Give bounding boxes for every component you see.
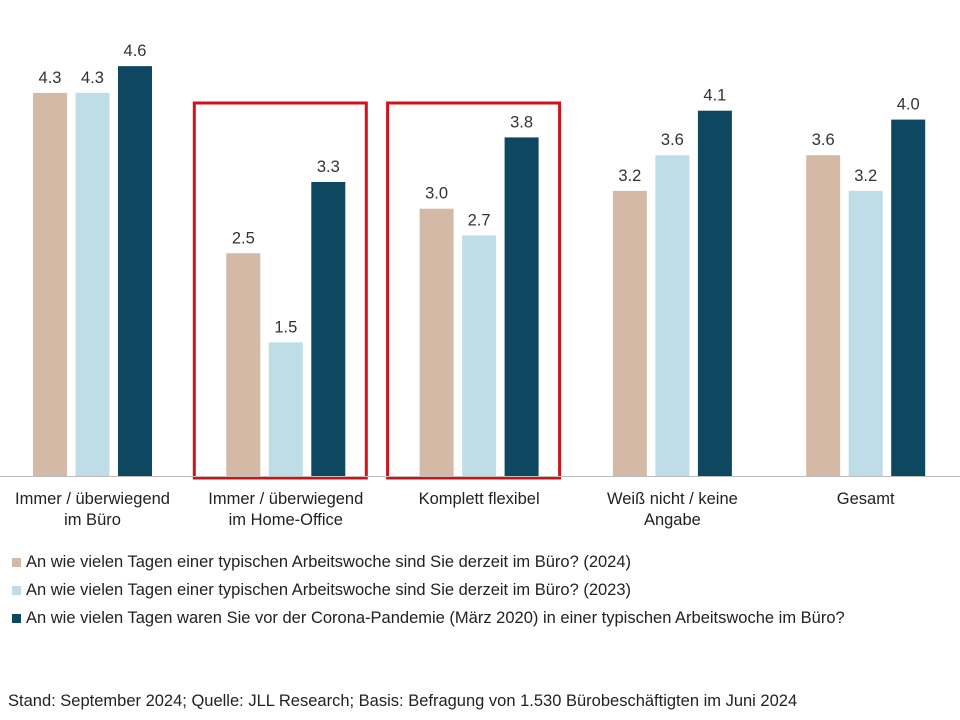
legend-label-pre-corona: An wie vielen Tagen waren Sie vor der Co… bbox=[26, 608, 845, 627]
legend-label-2024: An wie vielen Tagen einer typischen Arbe… bbox=[26, 552, 632, 571]
value-label-2023-2: 2.7 bbox=[468, 211, 491, 229]
bar-pre-corona-2 bbox=[504, 137, 539, 477]
bar-2023-0 bbox=[75, 92, 110, 477]
legend-swatch-2024 bbox=[12, 557, 21, 567]
value-label-pre-corona-1: 3.3 bbox=[317, 158, 340, 176]
bar-2024-4 bbox=[806, 155, 841, 477]
legend-item-2024: An wie vielen Tagen einer typischen Arbe… bbox=[12, 548, 845, 576]
category-label-3-line-0: Weiß nicht / keine bbox=[607, 490, 738, 508]
category-label-2-line-0: Komplett flexibel bbox=[419, 490, 540, 508]
bar-2024-2 bbox=[419, 208, 454, 476]
source-footnote: Stand: September 2024; Quelle: JLL Resea… bbox=[8, 692, 798, 710]
bar-2023-2 bbox=[462, 235, 497, 476]
category-label-0-line-0: Immer / überwiegend bbox=[15, 490, 170, 508]
value-label-2024-1: 2.5 bbox=[232, 229, 255, 247]
legend-label-2023: An wie vielen Tagen einer typischen Arbe… bbox=[26, 580, 632, 599]
value-label-2024-0: 4.3 bbox=[39, 69, 62, 87]
category-label-1-line-1: im Home-Office bbox=[229, 511, 343, 529]
value-label-2024-4: 3.6 bbox=[812, 131, 835, 149]
legend-swatch-2023 bbox=[12, 585, 21, 595]
category-label-3-line-1: Angabe bbox=[644, 511, 701, 529]
category-label-0-line-1: im Büro bbox=[64, 511, 121, 529]
highlight-box-2 bbox=[386, 101, 562, 480]
value-label-2023-4: 3.2 bbox=[854, 167, 877, 185]
highlight-box-1 bbox=[192, 101, 368, 480]
value-label-pre-corona-0: 4.6 bbox=[124, 42, 147, 60]
value-label-2023-1: 1.5 bbox=[274, 318, 297, 336]
legend: An wie vielen Tagen einer typischen Arbe… bbox=[12, 548, 845, 632]
value-label-2023-0: 4.3 bbox=[81, 69, 104, 87]
category-label-4-line-0: Gesamt bbox=[837, 490, 895, 508]
category-label-1-line-0: Immer / überwiegend bbox=[208, 490, 363, 508]
bar-2024-0 bbox=[33, 92, 67, 477]
bar-pre-corona-1 bbox=[311, 181, 346, 476]
bar-pre-corona-3 bbox=[697, 110, 732, 476]
legend-swatch-pre-corona bbox=[12, 613, 21, 623]
bar-2023-4 bbox=[848, 190, 883, 476]
bar-2024-1 bbox=[226, 253, 261, 476]
bar-2023-3 bbox=[655, 155, 690, 477]
bar-pre-corona-4 bbox=[891, 119, 926, 476]
value-label-pre-corona-3: 4.1 bbox=[703, 87, 726, 105]
legend-item-pre-corona: An wie vielen Tagen waren Sie vor der Co… bbox=[12, 604, 845, 632]
bar-2023-1 bbox=[268, 342, 303, 476]
bar-2024-3 bbox=[612, 190, 647, 476]
bar-chart: 4.3 4.3 4.6 Immer / überwiegend im Büro 2.5 1.… bbox=[0, 42, 960, 529]
value-label-2024-2: 3.0 bbox=[425, 185, 448, 203]
value-label-pre-corona-4: 4.0 bbox=[897, 96, 920, 114]
bar-pre-corona-0 bbox=[118, 66, 152, 476]
value-label-2023-3: 3.6 bbox=[661, 131, 684, 149]
value-label-pre-corona-2: 3.8 bbox=[510, 113, 533, 131]
legend-item-2023: An wie vielen Tagen einer typischen Arbe… bbox=[12, 576, 845, 604]
value-label-2024-3: 3.2 bbox=[618, 167, 641, 185]
